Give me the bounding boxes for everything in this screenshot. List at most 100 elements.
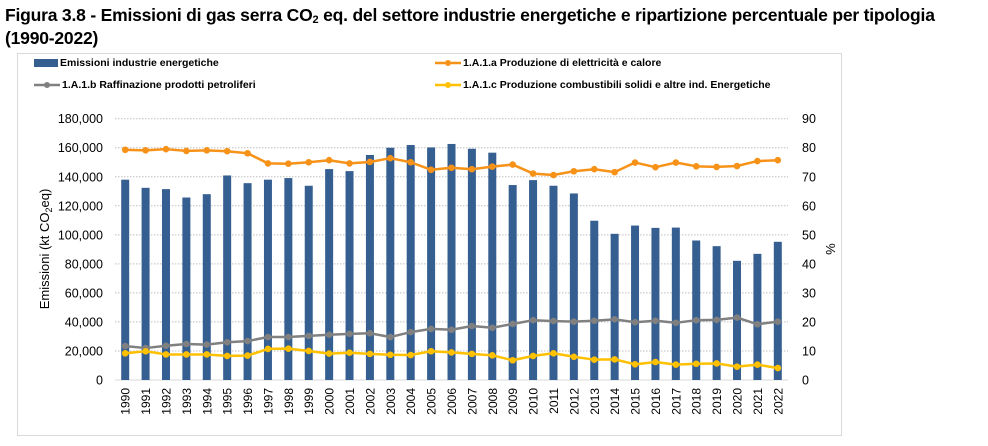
line-point bbox=[448, 164, 455, 172]
bar bbox=[610, 233, 619, 380]
line-series bbox=[121, 145, 782, 372]
line-point bbox=[550, 171, 557, 179]
bar bbox=[447, 143, 456, 380]
line-point bbox=[713, 316, 720, 324]
line-point bbox=[162, 351, 170, 358]
line-point bbox=[366, 350, 374, 358]
x-tick-label: 2020 bbox=[731, 388, 745, 415]
line-point bbox=[183, 147, 190, 155]
line-point bbox=[223, 147, 231, 155]
line-point bbox=[774, 364, 782, 372]
legend-bar-swatch-icon bbox=[34, 59, 58, 67]
line-point bbox=[203, 341, 211, 348]
line-point bbox=[631, 361, 639, 368]
x-tick-label: 1995 bbox=[221, 388, 235, 415]
x-tick-label: 1997 bbox=[261, 388, 275, 415]
bar bbox=[529, 180, 538, 380]
bar bbox=[773, 241, 782, 380]
line-point bbox=[590, 356, 598, 363]
line-point bbox=[264, 160, 272, 167]
line-point bbox=[652, 317, 659, 325]
x-tick-label: 2012 bbox=[567, 388, 581, 415]
x-tick-label: 2000 bbox=[323, 388, 337, 415]
y-axis-left: 0 20,000 40,000 60,000 80,000 100,000 120,000 1… bbox=[58, 112, 103, 387]
line-point bbox=[652, 358, 659, 366]
line-point bbox=[488, 324, 496, 332]
x-tick-label: 2003 bbox=[384, 388, 398, 415]
line-point bbox=[121, 146, 129, 154]
line-point bbox=[672, 319, 680, 327]
line-point bbox=[346, 330, 353, 338]
bar-series bbox=[121, 143, 782, 380]
x-tick-label: 2015 bbox=[629, 388, 643, 415]
legend-label: Emissioni industrie energetiche bbox=[60, 57, 219, 69]
line-point bbox=[244, 352, 251, 359]
bar bbox=[590, 220, 599, 380]
x-tick-label: 2017 bbox=[669, 388, 683, 415]
line-point bbox=[652, 163, 659, 171]
line-point bbox=[692, 316, 700, 324]
title-years: (1990-2022) bbox=[5, 28, 99, 48]
line-point bbox=[183, 340, 190, 348]
y2-tick-label: 40 bbox=[802, 257, 816, 271]
y-tick-label: 0 bbox=[96, 374, 103, 388]
line-point bbox=[162, 145, 170, 153]
line-point bbox=[223, 352, 231, 360]
line-point bbox=[611, 316, 618, 323]
line-point bbox=[366, 329, 374, 337]
legend-item-bars: Emissioni industrie energetiche bbox=[34, 57, 219, 69]
bar bbox=[467, 148, 476, 380]
line-point bbox=[244, 149, 251, 157]
line-point bbox=[427, 166, 435, 174]
x-tick-label: 2001 bbox=[343, 388, 357, 415]
line-point bbox=[468, 165, 476, 173]
x-tick-label: 2016 bbox=[649, 388, 663, 415]
line-point bbox=[509, 161, 516, 168]
legend-label: 1.A.1.c Produzione combustibili solidi e… bbox=[463, 79, 771, 91]
line-point bbox=[631, 159, 639, 166]
x-tick-label: 2006 bbox=[445, 388, 459, 415]
line-point bbox=[468, 350, 476, 358]
line-point bbox=[733, 162, 741, 170]
line-point bbox=[509, 356, 516, 364]
line-point bbox=[448, 349, 455, 356]
line-point bbox=[142, 347, 149, 355]
line-point bbox=[550, 349, 557, 357]
bar bbox=[365, 154, 374, 380]
bar bbox=[223, 175, 232, 380]
x-tick-label: 2002 bbox=[363, 388, 377, 415]
x-tick-label: 2009 bbox=[506, 388, 520, 415]
line-point bbox=[203, 147, 211, 154]
x-tick-label: 1996 bbox=[241, 388, 255, 415]
line-point bbox=[713, 163, 720, 171]
legend-line-marker-icon bbox=[34, 82, 60, 88]
line-point bbox=[264, 345, 272, 353]
y2-tick-label: 80 bbox=[802, 141, 816, 155]
line-point bbox=[692, 163, 700, 170]
y2-tick-label: 60 bbox=[802, 199, 816, 213]
x-tick-label: 2008 bbox=[486, 388, 500, 415]
legend-line-marker-icon bbox=[435, 82, 461, 88]
line-point bbox=[121, 349, 129, 357]
y-axis-right: 0 10 20 30 40 50 60 70 80 90 bbox=[802, 112, 816, 387]
line-point bbox=[244, 337, 251, 345]
x-tick-label: 1993 bbox=[180, 388, 194, 415]
line-point bbox=[488, 352, 496, 359]
figure-title: Figura 3.8 - Emissioni di gas serra CO2 … bbox=[5, 4, 985, 50]
y-tick-label: 20,000 bbox=[65, 344, 103, 358]
y-tick-label: 180,000 bbox=[58, 112, 103, 126]
bar bbox=[753, 253, 762, 380]
bar bbox=[671, 227, 680, 380]
bar bbox=[243, 183, 252, 380]
x-tick-label: 1991 bbox=[139, 388, 153, 415]
y2-tick-label: 50 bbox=[802, 228, 816, 242]
line-point bbox=[570, 353, 578, 361]
line-point bbox=[468, 322, 476, 330]
x-tick-label: 2022 bbox=[771, 388, 785, 415]
line-point bbox=[407, 158, 415, 166]
line-point bbox=[733, 314, 741, 321]
x-tick-label: 2019 bbox=[710, 388, 724, 415]
x-tick-label: 2010 bbox=[527, 388, 541, 415]
chart-frame bbox=[17, 53, 842, 436]
